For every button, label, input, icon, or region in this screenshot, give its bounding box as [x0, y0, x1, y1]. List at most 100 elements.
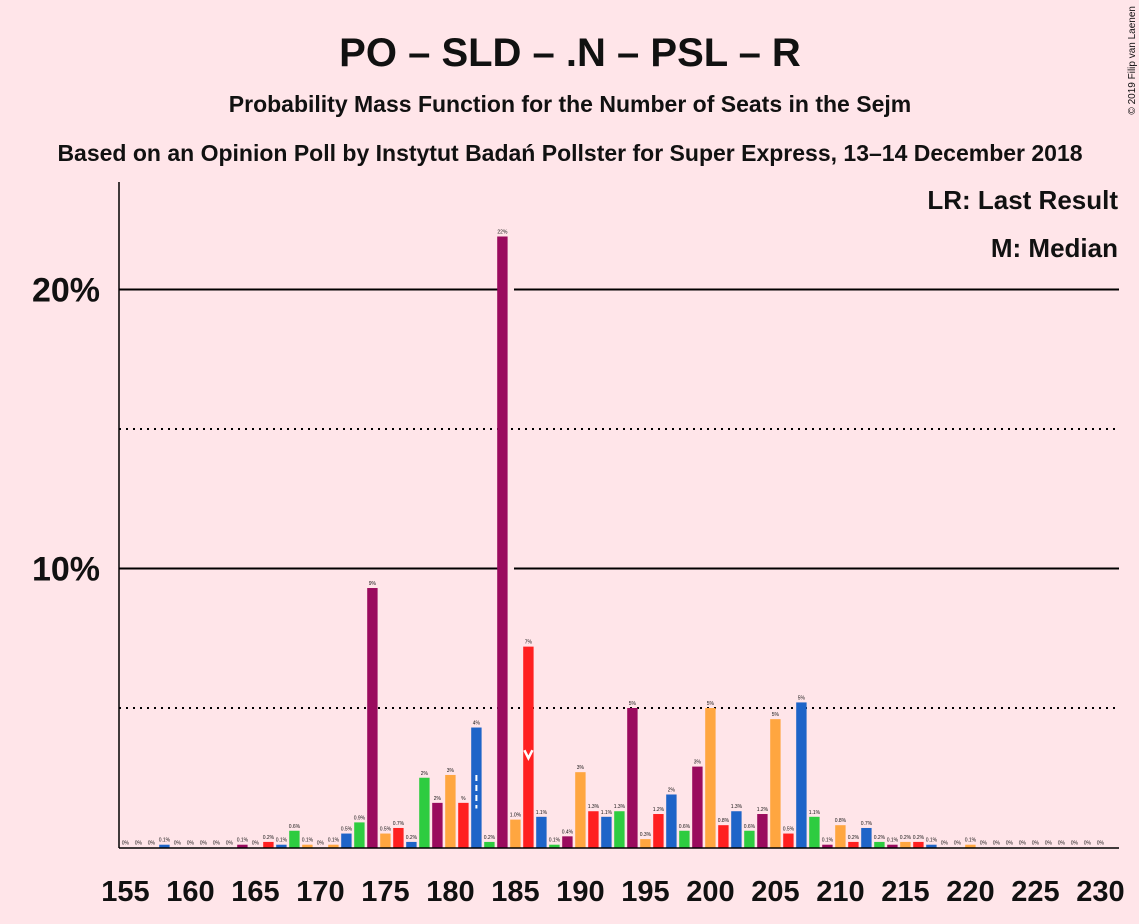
x-tick-label-180: 180	[426, 876, 474, 908]
bar-216	[913, 841, 924, 848]
data-label-203: 0.6%	[744, 824, 756, 830]
x-tick-label-185: 185	[491, 876, 539, 908]
bar-174	[367, 588, 378, 848]
data-label-188: 0.1%	[549, 838, 561, 844]
bar-206	[783, 833, 794, 848]
data-label-213: 0.2%	[874, 835, 886, 841]
bar-204	[757, 814, 768, 848]
data-label-187: 1.1%	[536, 810, 548, 816]
bar-168	[289, 830, 300, 848]
data-label-168: 0.6%	[289, 824, 301, 830]
data-label-196: 1.2%	[653, 807, 665, 813]
bar-166	[263, 841, 274, 848]
x-tick-label-160: 160	[166, 876, 214, 908]
data-label-184: 22%	[497, 229, 508, 235]
x-tick-label-220: 220	[946, 876, 994, 908]
data-label-214: 0.1%	[887, 838, 899, 844]
bar-169	[302, 844, 313, 848]
data-label-200: 5%	[707, 701, 715, 707]
bar-192	[601, 816, 612, 848]
chart-source-line: Based on an Opinion Poll by Instytut Bad…	[57, 140, 1082, 166]
data-label-176: 0.7%	[393, 821, 405, 827]
data-label-212: 0.7%	[861, 821, 873, 827]
bar-203	[744, 830, 755, 848]
x-tick-label-195: 195	[621, 876, 669, 908]
x-tick-label-165: 165	[231, 876, 279, 908]
bar-199	[692, 766, 703, 848]
bar-171	[328, 844, 339, 848]
x-tick-label-190: 190	[556, 876, 604, 908]
data-label-204: 1.2%	[757, 807, 769, 813]
data-label-169: 0.1%	[302, 838, 314, 844]
data-label-201: 0.8%	[718, 818, 730, 824]
data-label-226: 0%	[1045, 841, 1053, 847]
data-label-221: 0%	[980, 841, 988, 847]
data-label-222: 0%	[993, 841, 1001, 847]
bar-209	[822, 844, 833, 848]
data-label-209: 0.1%	[822, 838, 834, 844]
x-tick-label-205: 205	[751, 876, 799, 908]
bar-175	[380, 833, 391, 848]
bar-164	[237, 844, 248, 848]
data-label-197: 2%	[668, 787, 676, 793]
data-label-171: 0.1%	[328, 838, 340, 844]
bar-177	[406, 841, 417, 848]
data-label-162: 0%	[213, 841, 221, 847]
bar-217	[926, 844, 937, 848]
data-label-185: 1.0%	[510, 813, 522, 819]
bar-158	[159, 844, 170, 848]
bar-201	[718, 825, 729, 848]
data-label-165: 0%	[252, 841, 260, 847]
bar-215	[900, 841, 911, 848]
data-labels: 0% 0% 0% 0.1% 0% 0% 0% 0% 0% 0.1% 0%0.2% 0.1%0.6%0.…	[122, 229, 1105, 846]
bar-187	[536, 816, 547, 848]
data-label-173: 0.9%	[354, 815, 366, 821]
data-label-174: 9%	[369, 581, 377, 587]
bar-176	[393, 827, 404, 848]
data-label-160: 0%	[187, 841, 195, 847]
bar-214	[887, 844, 898, 848]
data-label-219: 0%	[954, 841, 962, 847]
median-marker	[523, 749, 534, 762]
data-label-189: 0.4%	[562, 829, 574, 835]
x-tick-label-170: 170	[296, 876, 344, 908]
data-label-166: 0.2%	[263, 835, 275, 841]
data-label-227: 0%	[1058, 841, 1066, 847]
bar-167	[276, 844, 287, 848]
bar-191	[588, 811, 599, 848]
data-label-215: 0.2%	[900, 835, 912, 841]
data-label-186: 7%	[525, 640, 533, 646]
data-label-161: 0%	[200, 841, 208, 847]
bar-210	[835, 825, 846, 848]
result-markers	[475, 749, 534, 809]
legend-median: M: Median	[991, 233, 1118, 263]
bar-194	[627, 708, 638, 848]
x-tick-label-230: 230	[1076, 876, 1124, 908]
x-axis-ticks: 155 160 165 170 175 180 185 190 195 200 205 210 215 2…	[101, 876, 1124, 908]
bar-180	[445, 774, 456, 848]
data-label-182: 4%	[473, 721, 481, 727]
data-label-190: 3%	[577, 765, 585, 771]
data-label-192: 1.1%	[601, 810, 613, 816]
x-tick-label-175: 175	[361, 876, 409, 908]
bar-200	[705, 708, 716, 848]
data-label-195: 0.3%	[640, 832, 652, 838]
y-tick-label-10: 10%	[32, 551, 100, 589]
bar-186	[523, 646, 534, 848]
data-label-224: 0%	[1019, 841, 1027, 847]
x-tick-label-210: 210	[816, 876, 864, 908]
data-label-228: 0%	[1071, 841, 1079, 847]
y-tick-label-20: 20%	[32, 272, 100, 310]
data-label-210: 0.8%	[835, 818, 847, 824]
bar-173	[354, 822, 365, 848]
bar-212	[861, 827, 872, 848]
data-label-202: 1.3%	[731, 804, 743, 810]
copyright-notice: © 2019 Filip van Laenen	[1127, 6, 1138, 115]
data-label-207: 5%	[798, 695, 806, 701]
legend-last-result: LR: Last Result	[927, 185, 1118, 215]
data-label-225: 0%	[1032, 841, 1040, 847]
bar-188	[549, 844, 560, 848]
data-label-193: 1.3%	[614, 804, 626, 810]
data-label-158: 0.1%	[159, 838, 171, 844]
